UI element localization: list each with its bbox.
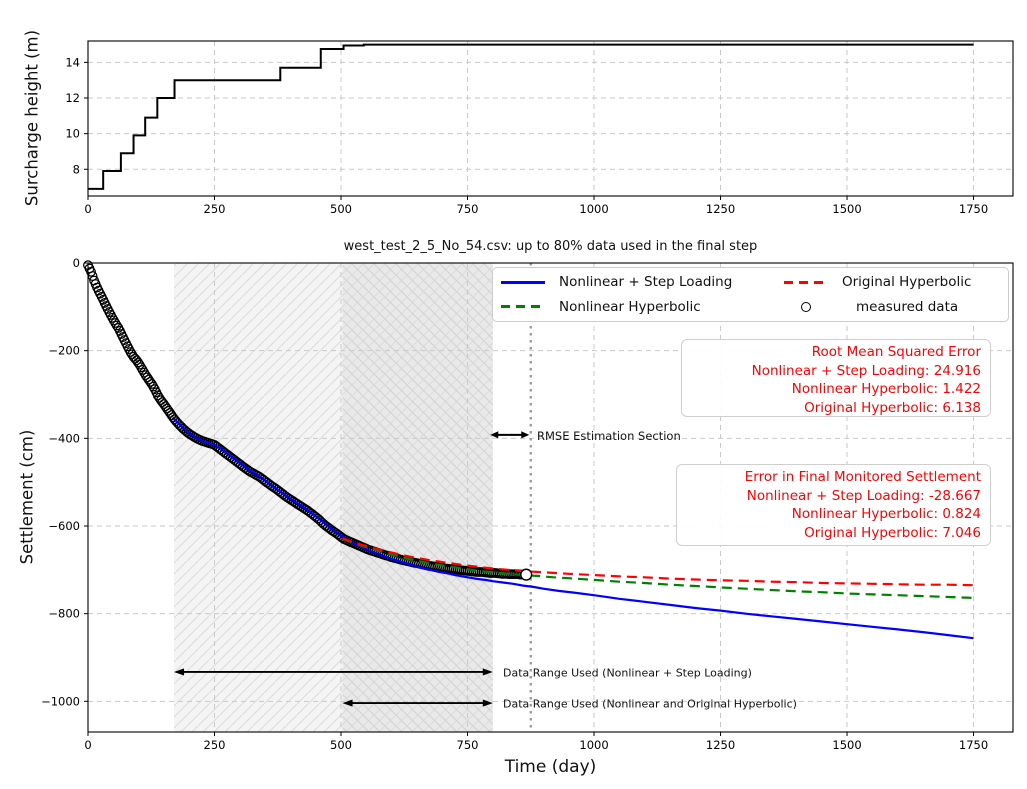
- rmse-box-line: Original Hyperbolic: 6.138: [804, 399, 981, 416]
- svg-text:1250: 1250: [706, 738, 735, 752]
- svg-text:1250: 1250: [706, 202, 735, 216]
- svg-text:250: 250: [204, 738, 226, 752]
- legend-label: Nonlinear + Step Loading: [559, 274, 733, 291]
- rmse-section-arrow: [490, 431, 530, 439]
- rmse-box-title: Root Mean Squared Error: [811, 344, 981, 360]
- legend-item-nonlinear-step-loading: Nonlinear + Step Loading: [501, 270, 784, 294]
- rmse-box-line: Nonlinear Hyperbolic: 1.422: [791, 381, 981, 397]
- svg-text:−200: −200: [48, 344, 80, 358]
- svg-text:500: 500: [330, 738, 352, 752]
- gridlines: [88, 41, 1013, 196]
- svg-text:−1000: −1000: [41, 694, 80, 708]
- surcharge-y-axis-label: Surcharge height (m): [22, 29, 42, 207]
- error-box-title: Error in Final Monitored Settlement: [744, 469, 981, 485]
- nonlinear-hyperbolic-line: [342, 537, 974, 599]
- range2-arrow: [342, 699, 493, 707]
- svg-text:750: 750: [457, 738, 479, 752]
- final-measured-point: [520, 568, 533, 581]
- legend-item-nonlinear-hyperbolic: Nonlinear Hyperbolic: [501, 295, 784, 319]
- svg-text:0: 0: [73, 256, 80, 270]
- axes-frame-and-ticks: 0 250 500 750 1000 1250 1500 1750 8 10 12 14: [65, 40, 1014, 216]
- svg-text:500: 500: [330, 202, 352, 216]
- error-box-line: Nonlinear + Step Loading: -28.667: [746, 487, 981, 504]
- svg-text:0: 0: [84, 202, 91, 216]
- legend-label: Original Hyperbolic: [842, 274, 972, 291]
- svg-text:8: 8: [73, 162, 80, 176]
- svg-text:1750: 1750: [959, 202, 988, 216]
- green-dashed-line-swatch: [501, 305, 545, 309]
- rmse-estimation-section-label: RMSE Estimation Section: [537, 429, 681, 443]
- svg-text:−600: −600: [48, 519, 80, 533]
- svg-text:10: 10: [65, 127, 80, 141]
- range1-arrow: [174, 668, 493, 676]
- svg-text:1000: 1000: [579, 738, 608, 752]
- red-dashed-line-swatch: [784, 280, 828, 284]
- svg-text:1000: 1000: [579, 202, 608, 216]
- rmse-annotation-box: Root Mean Squared Error Nonlinear + Step…: [681, 339, 991, 417]
- blue-solid-line-swatch: [501, 280, 545, 284]
- axes-frame-and-ticks: 0 250 500 750 1000 1250 1500 1750 0 −200 −400 −600 −…: [41, 256, 1014, 752]
- svg-text:0: 0: [84, 738, 91, 752]
- final-settlement-error-annotation-box: Error in Final Monitored Settlement Nonl…: [676, 464, 991, 546]
- error-box-line: Original Hyperbolic: 7.046: [804, 524, 981, 541]
- svg-text:−400: −400: [48, 431, 80, 445]
- legend-label: measured data: [856, 298, 959, 315]
- svg-text:250: 250: [204, 202, 226, 216]
- svg-text:750: 750: [457, 202, 479, 216]
- open-circle-marker-icon: [801, 301, 811, 312]
- nonlinear-step-loading-line: [173, 418, 974, 640]
- error-box-line: Nonlinear Hyperbolic: 0.824: [791, 506, 981, 522]
- data-range-step-loading-label: Data Range Used (Nonlinear + Step Loadin…: [503, 666, 752, 680]
- data-range-hyperbolic-label: Data Range Used (Nonlinear and Original …: [503, 697, 797, 711]
- data-range-regions: [174, 263, 493, 732]
- legend: Nonlinear + Step Loading Nonlinear Hyper…: [492, 267, 1009, 322]
- x-axis-label: Time (day): [504, 757, 597, 777]
- svg-text:1500: 1500: [832, 202, 861, 216]
- chart-title: west_test_2_5_No_54.csv: up to 80% data …: [343, 239, 758, 254]
- legend-item-measured-data: measured data: [784, 295, 1000, 319]
- svg-text:1500: 1500: [832, 738, 861, 752]
- legend-item-original-hyperbolic: Original Hyperbolic: [784, 270, 1000, 294]
- svg-text:12: 12: [65, 91, 80, 105]
- svg-text:14: 14: [65, 55, 80, 69]
- settlement-y-axis-label: Settlement (cm): [17, 429, 37, 565]
- svg-text:−800: −800: [48, 607, 80, 621]
- rmse-box-line: Nonlinear + Step Loading: 24.916: [751, 362, 981, 379]
- original-hyperbolic-line: [342, 537, 974, 587]
- svg-text:1750: 1750: [959, 738, 988, 752]
- legend-label: Nonlinear Hyperbolic: [559, 298, 701, 315]
- surcharge-step-line: [88, 43, 974, 190]
